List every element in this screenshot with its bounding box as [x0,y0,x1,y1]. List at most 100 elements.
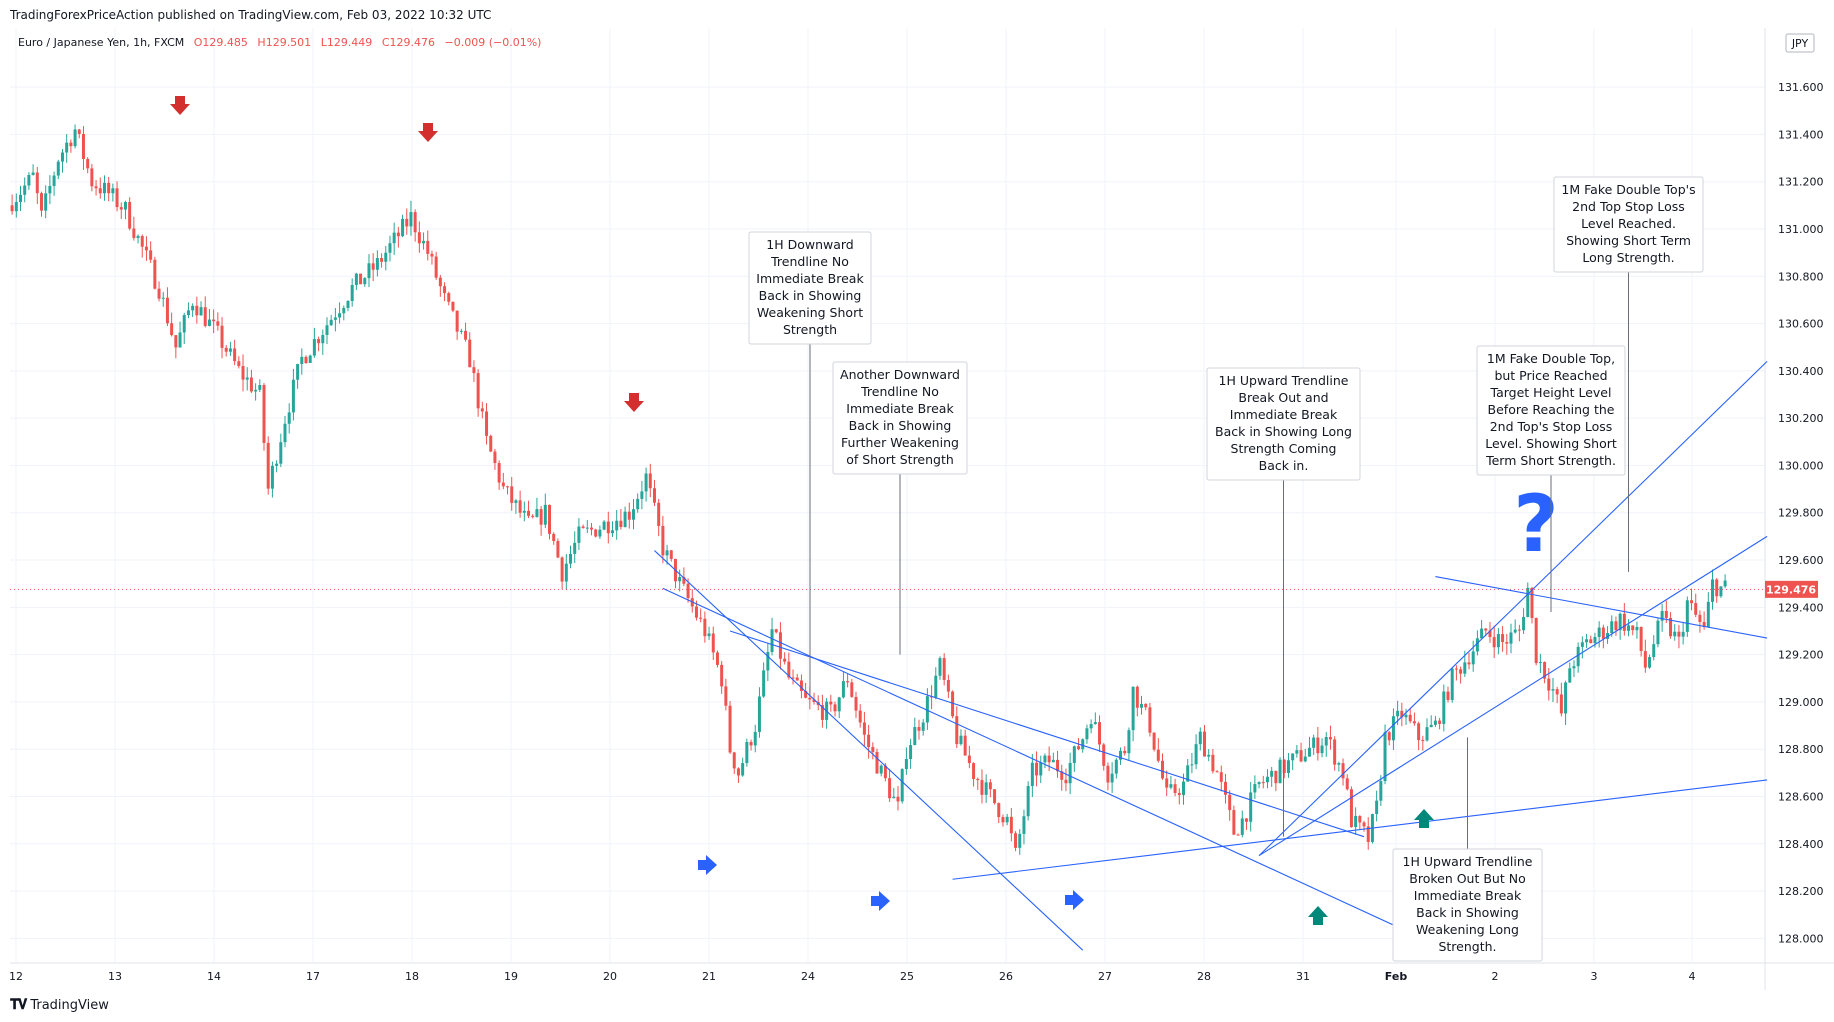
candle [631,499,635,530]
candle [904,747,908,775]
candle-body [245,377,249,380]
annotation-callout[interactable]: 1H Upward Trendline Break Out and Immediat… [1206,367,1361,837]
candle [237,356,241,369]
candle-body [1358,815,1362,823]
candle [606,511,610,544]
candle [531,514,535,519]
candle-body [212,319,216,322]
candle-body [959,735,963,745]
candle-body [871,747,875,752]
candle-body [300,356,304,365]
candle [455,310,459,340]
annotation-callout[interactable]: 1M Fake Double Top, but Price Reached Targ… [1476,345,1626,613]
candle-body [1223,781,1227,795]
candle [203,296,207,328]
annotation-callout[interactable]: 1H Upward Trendline Broken Out But No Imme… [1392,737,1543,962]
candle-body [598,529,602,537]
callout-text-line: 1H Upward Trendline [1219,373,1349,388]
candle [602,520,606,531]
candle [312,327,316,358]
candle [35,167,39,205]
candle [1551,677,1555,703]
candle-body [1190,764,1194,766]
arrow-up-icon [1414,809,1434,828]
candle-body [459,330,463,332]
candle-body [1593,636,1597,644]
candle [258,379,262,393]
candle [69,139,73,153]
candle [304,355,308,364]
candle-body [787,661,791,678]
candle [1639,626,1643,657]
candle [627,502,631,529]
footer-brand[interactable]: 𝐓𝐕 TradingView [10,997,109,1013]
candle-body [123,202,127,210]
trendline [1435,576,1768,639]
candle [1719,586,1723,598]
candle [1261,775,1265,789]
candle [472,360,476,382]
candle [741,757,745,777]
callout-text-line: 2nd Top's Stop Loss [1490,419,1613,434]
annotation-callout[interactable]: Another Downward Trendline No Immediate Br… [832,361,968,655]
annotation-callouts[interactable]: 1H Downward Trendline No Immediate Break Ba… [748,176,1704,962]
candle [1056,750,1060,778]
candle-body [296,364,300,380]
candle [1173,778,1177,797]
candle-body [1232,810,1236,835]
candle [1454,665,1458,681]
candle-body [270,465,274,489]
candle-body [359,273,363,285]
candle-body [485,411,489,436]
currency-badge[interactable]: JPY [1785,33,1815,53]
candle-body [1165,778,1169,788]
candle-body [497,463,501,483]
candle-body [631,509,635,520]
candle-body [1614,621,1618,631]
candle [1043,753,1047,769]
candle-body [657,502,661,526]
candle [1387,731,1391,746]
candle [518,490,522,518]
candle [1106,762,1110,791]
callout-text-line: Back in. [1259,458,1309,473]
price-tick-label: 128.200 [1778,885,1824,898]
candle-body [1123,750,1127,754]
candle-body [60,152,64,162]
candle [1694,593,1698,618]
candle [1711,569,1715,610]
time-tick-label: 2 [1492,970,1499,983]
callout-box [748,231,872,345]
candle-body [468,339,472,368]
candle-body [10,205,14,212]
candle [1286,752,1290,778]
trendline-drawings[interactable] [654,361,1768,951]
candle-body [287,412,291,424]
arrow-down-icon [170,96,190,115]
candle [1064,768,1068,792]
candle [1144,703,1148,711]
candle [1501,625,1505,652]
price-tick-label: 128.400 [1778,838,1824,851]
symbol-legend[interactable]: Euro / Japanese Yen, 1h, FXCM O129.485 H… [18,36,541,49]
candle [1379,775,1383,806]
time-axis[interactable]: 12 13 14 17 18 19 20 21 24 25 26 27 28 31 Feb 2 3 4 [9,970,1696,983]
candle [858,704,862,728]
candle-body [1261,782,1265,784]
price-axis[interactable]: 128.000 128.200 128.400 128.600 128.800 129.0… [1778,81,1824,945]
candle-body [514,500,518,503]
candle-body [447,293,451,302]
candle-body [1568,668,1572,683]
candle [254,383,258,401]
candle [1337,761,1341,772]
candle-body [1211,754,1215,772]
candle [1597,621,1601,648]
candle [308,354,312,364]
candle-body [1047,755,1051,763]
annotation-callout[interactable]: 1M Fake Double Top's 2nd Top Stop Loss Lev… [1553,176,1704,572]
candle [1706,592,1710,628]
candle [23,177,27,203]
candle-body [161,297,165,299]
annotation-callout[interactable]: 1H Downward Trendline No Immediate Break Ba… [748,231,872,695]
